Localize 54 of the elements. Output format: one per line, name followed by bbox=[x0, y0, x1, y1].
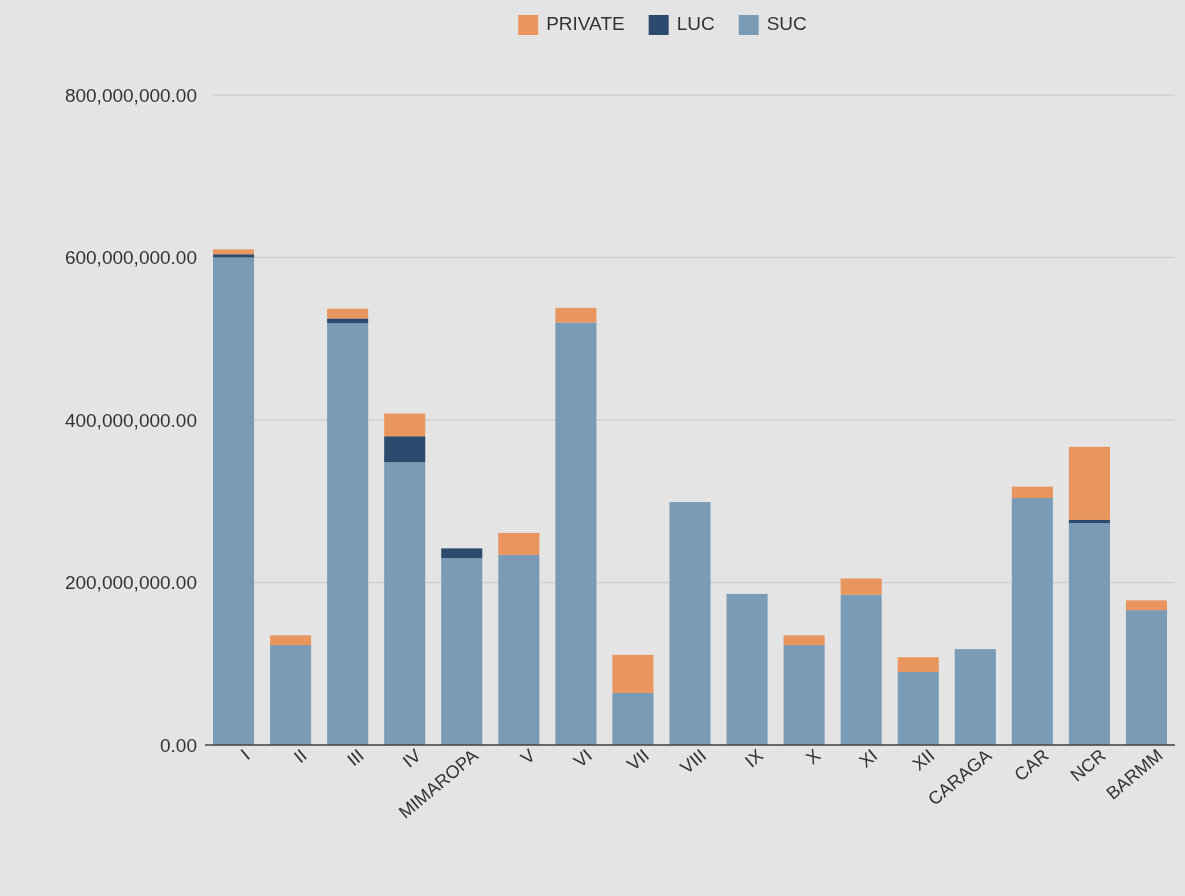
bar bbox=[270, 635, 312, 646]
legend-label: LUC bbox=[676, 13, 715, 34]
y-tick-label: 0.00 bbox=[160, 734, 197, 756]
bar bbox=[555, 307, 597, 323]
bar bbox=[384, 413, 426, 437]
bar bbox=[212, 257, 255, 745]
bar bbox=[726, 593, 768, 745]
bar bbox=[384, 436, 426, 463]
bar bbox=[1011, 486, 1053, 498]
bar bbox=[1068, 523, 1110, 745]
bar bbox=[327, 323, 369, 745]
bar bbox=[783, 645, 825, 745]
bar bbox=[669, 502, 711, 745]
bar bbox=[441, 558, 483, 745]
bar bbox=[212, 254, 255, 258]
bar bbox=[1125, 610, 1168, 745]
bar bbox=[327, 308, 369, 319]
bar bbox=[212, 249, 255, 255]
x-tick-label: I bbox=[236, 745, 254, 764]
bar bbox=[441, 548, 483, 559]
y-tick-label: 200,000,000.00 bbox=[64, 572, 197, 594]
bar bbox=[327, 318, 369, 324]
x-tick-label: V bbox=[516, 745, 539, 769]
x-tick-label: XI bbox=[855, 745, 882, 772]
bar bbox=[897, 671, 939, 745]
x-tick-label: III bbox=[343, 745, 368, 771]
x-tick-label: VIII bbox=[676, 745, 711, 778]
x-tick-label: X bbox=[802, 745, 825, 769]
y-tick-label: 800,000,000.00 bbox=[64, 84, 197, 106]
bar bbox=[954, 649, 996, 745]
bar bbox=[840, 578, 882, 595]
bar bbox=[1068, 446, 1110, 520]
bar bbox=[498, 532, 540, 555]
bar bbox=[498, 554, 540, 745]
x-tick-label: II bbox=[290, 745, 311, 767]
bar bbox=[612, 654, 654, 693]
bar bbox=[555, 322, 597, 745]
bar bbox=[897, 657, 939, 672]
x-tick-label: VI bbox=[570, 745, 596, 772]
bar bbox=[270, 645, 312, 745]
bar bbox=[384, 462, 426, 745]
legend-label: SUC bbox=[766, 13, 807, 34]
x-tick-label: IX bbox=[741, 745, 768, 772]
bar bbox=[783, 635, 825, 646]
legend-label: PRIVATE bbox=[546, 13, 625, 34]
bar bbox=[1125, 600, 1168, 611]
y-tick-label: 600,000,000.00 bbox=[64, 247, 197, 269]
bar bbox=[1068, 519, 1110, 524]
bar bbox=[612, 693, 654, 745]
x-tick-label: VII bbox=[623, 745, 654, 775]
y-tick-label: 400,000,000.00 bbox=[64, 409, 197, 431]
bar bbox=[840, 594, 882, 745]
bar bbox=[1011, 498, 1053, 745]
x-tick-label: CAR bbox=[1010, 745, 1053, 785]
